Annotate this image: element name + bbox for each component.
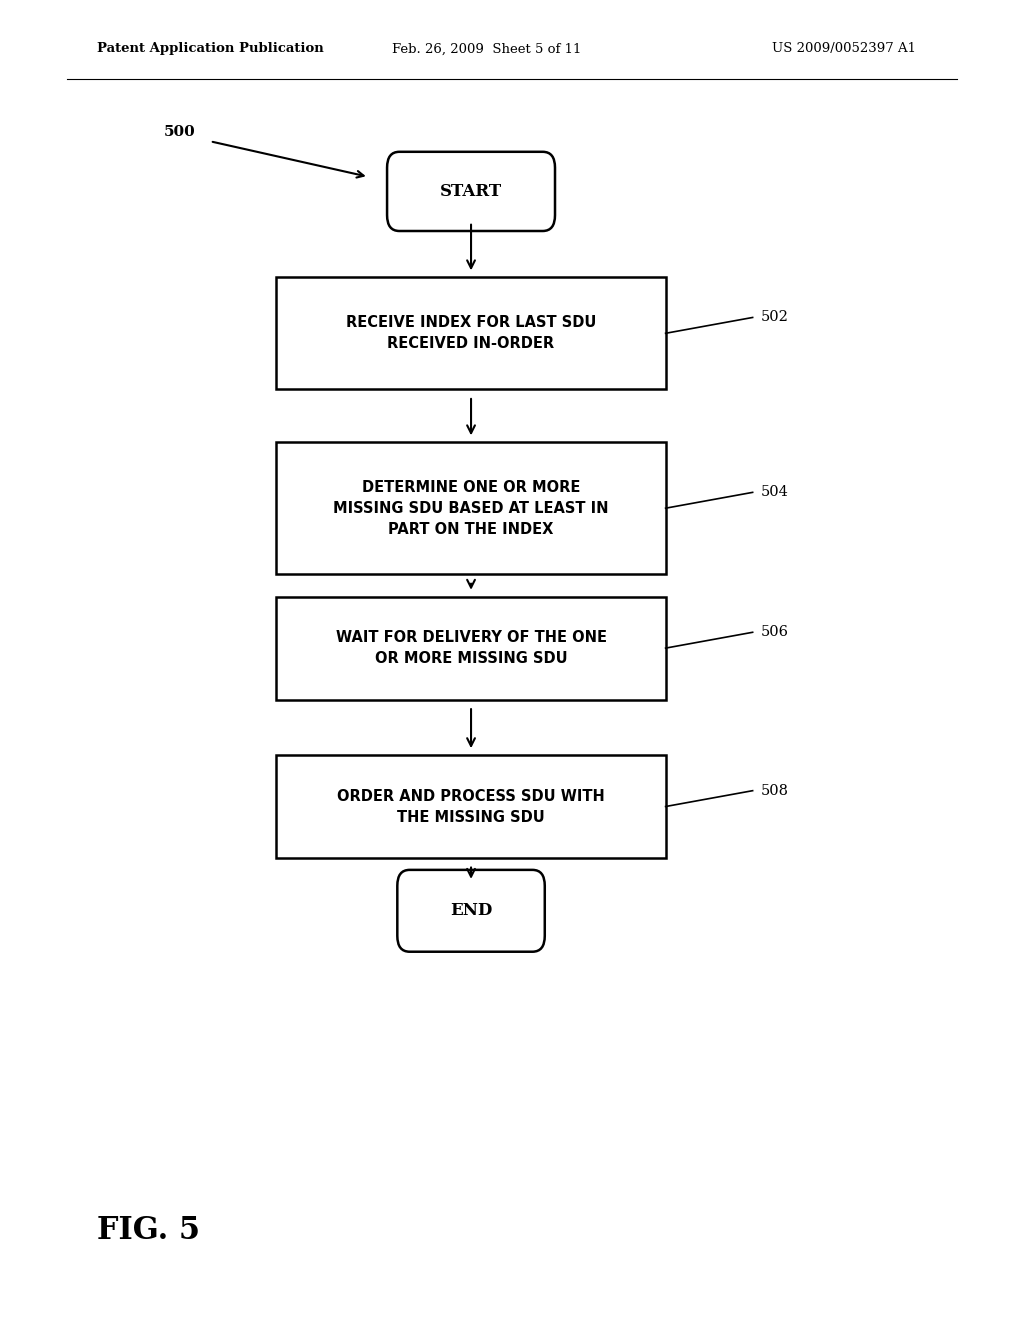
- Text: FIG. 5: FIG. 5: [97, 1214, 201, 1246]
- Text: END: END: [450, 903, 493, 919]
- Text: 506: 506: [761, 626, 788, 639]
- Text: Feb. 26, 2009  Sheet 5 of 11: Feb. 26, 2009 Sheet 5 of 11: [392, 42, 581, 55]
- Text: 502: 502: [761, 310, 788, 325]
- Text: ORDER AND PROCESS SDU WITH
THE MISSING SDU: ORDER AND PROCESS SDU WITH THE MISSING S…: [337, 788, 605, 825]
- Text: RECEIVE INDEX FOR LAST SDU
RECEIVED IN-ORDER: RECEIVE INDEX FOR LAST SDU RECEIVED IN-O…: [346, 315, 596, 351]
- FancyBboxPatch shape: [276, 755, 666, 858]
- Text: DETERMINE ONE OR MORE
MISSING SDU BASED AT LEAST IN
PART ON THE INDEX: DETERMINE ONE OR MORE MISSING SDU BASED …: [333, 479, 609, 537]
- FancyBboxPatch shape: [276, 597, 666, 700]
- Text: 504: 504: [761, 486, 788, 499]
- Text: WAIT FOR DELIVERY OF THE ONE
OR MORE MISSING SDU: WAIT FOR DELIVERY OF THE ONE OR MORE MIS…: [336, 630, 606, 667]
- Text: US 2009/0052397 A1: US 2009/0052397 A1: [772, 42, 916, 55]
- FancyBboxPatch shape: [397, 870, 545, 952]
- Text: 500: 500: [163, 125, 196, 139]
- FancyBboxPatch shape: [276, 442, 666, 574]
- Text: 508: 508: [761, 784, 788, 797]
- Text: START: START: [440, 183, 502, 199]
- FancyBboxPatch shape: [387, 152, 555, 231]
- FancyBboxPatch shape: [276, 277, 666, 389]
- Text: Patent Application Publication: Patent Application Publication: [97, 42, 324, 55]
